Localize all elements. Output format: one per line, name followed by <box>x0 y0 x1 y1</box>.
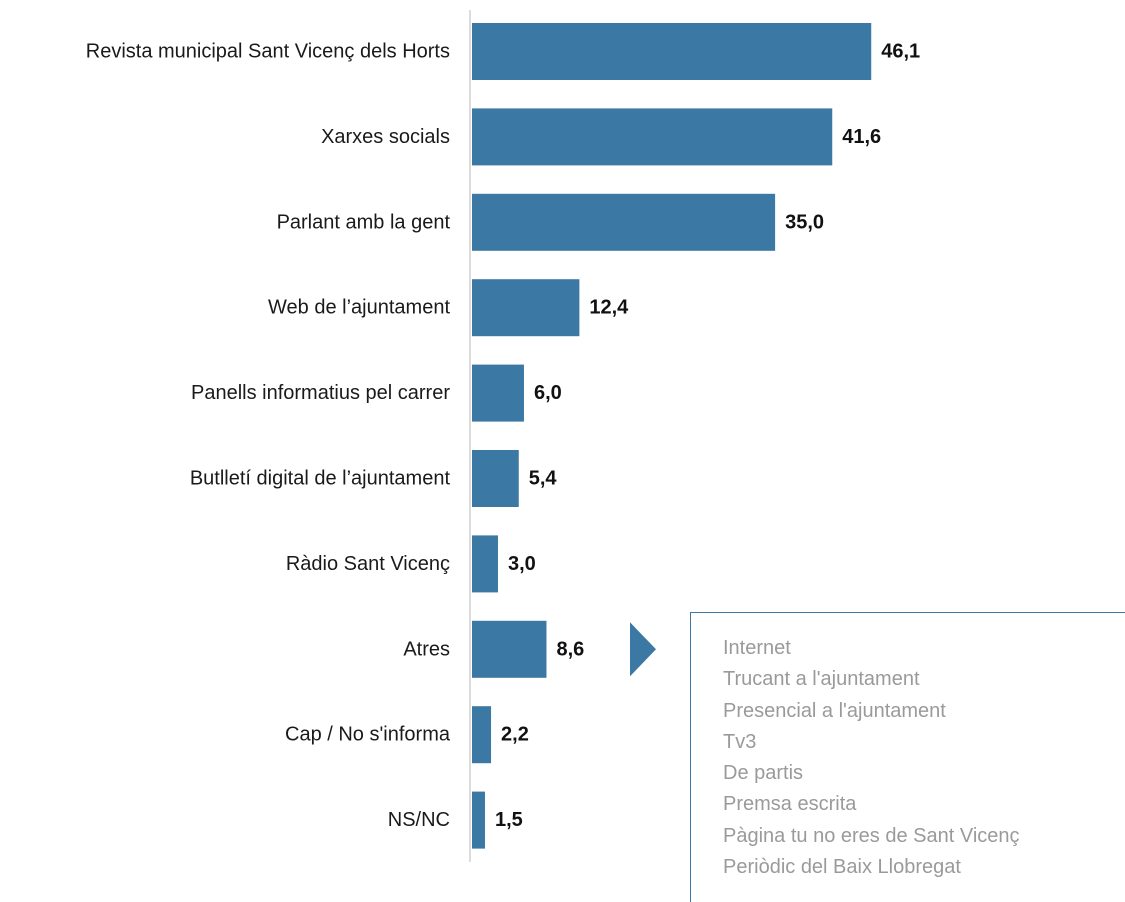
category-label: Revista municipal Sant Vicenç dels Horts <box>86 41 450 63</box>
category-label: Ràdio Sant Vicenç <box>286 553 450 575</box>
others-item: Tv3 <box>723 727 1125 758</box>
category-label: Xarxes socials <box>321 126 450 148</box>
bar <box>472 23 871 80</box>
category-label: Web de l’ajuntament <box>268 297 450 319</box>
data-label: 1,5 <box>495 809 523 831</box>
data-label: 46,1 <box>881 41 920 63</box>
bar <box>472 108 832 165</box>
bar <box>472 621 546 678</box>
category-label: Parlant amb la gent <box>277 211 451 233</box>
others-item: Internet <box>723 633 1125 664</box>
data-label: 8,6 <box>556 638 584 660</box>
bar <box>472 792 485 849</box>
category-label: NS/NC <box>388 809 450 831</box>
bar <box>472 535 498 592</box>
category-label: Cap / No s'informa <box>285 724 451 746</box>
data-label: 3,0 <box>508 553 536 575</box>
category-label: Atres <box>403 638 450 660</box>
others-item: Periòdic del Baix Llobregat <box>723 852 1125 883</box>
bar <box>472 365 524 422</box>
callout-arrow <box>630 622 656 676</box>
data-label: 12,4 <box>589 297 629 319</box>
category-label: Panells informatius pel carrer <box>191 382 450 404</box>
bar <box>472 194 775 251</box>
others-item: Trucant a l'ajuntament <box>723 664 1125 695</box>
bar <box>472 450 519 507</box>
others-breakdown-box: Internet Trucant a l'ajuntament Presenci… <box>690 612 1125 902</box>
category-label: Butlletí digital de l’ajuntament <box>190 468 451 490</box>
data-label: 6,0 <box>534 382 562 404</box>
data-label: 5,4 <box>529 468 558 490</box>
data-label: 41,6 <box>842 126 881 148</box>
bar <box>472 706 491 763</box>
bar <box>472 279 579 336</box>
others-item: Premsa escrita <box>723 789 1125 820</box>
others-item: Presencial a l'ajuntament <box>723 696 1125 727</box>
data-label: 2,2 <box>501 724 529 746</box>
data-label: 35,0 <box>785 211 824 233</box>
others-item: Pàgina tu no eres de Sant Vicenç <box>723 821 1125 852</box>
others-item: De partis <box>723 758 1125 789</box>
